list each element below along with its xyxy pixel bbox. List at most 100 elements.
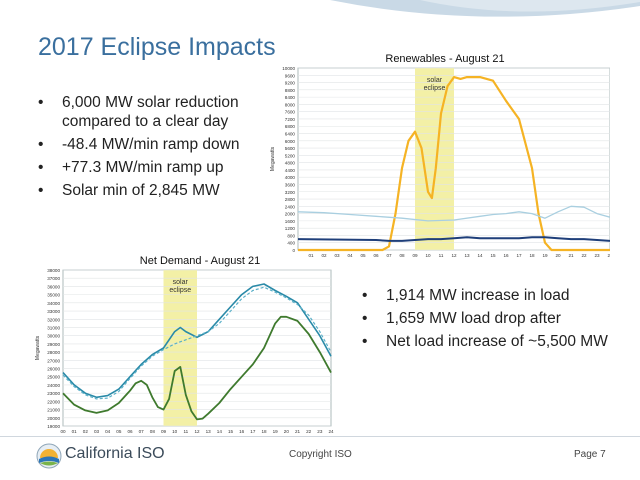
logo-text: California ISO (65, 445, 165, 462)
y-tick-label: 29000 (47, 342, 60, 347)
y-tick-label: 35000 (47, 293, 60, 298)
y-tick-label: 7200 (285, 117, 296, 122)
eclipse-band (415, 68, 454, 250)
x-tick-label: 18 (529, 253, 535, 258)
y-tick-label: 25000 (47, 375, 60, 380)
y-tick-label: 34000 (47, 301, 60, 306)
header-swoosh-shadow (420, 0, 640, 12)
x-tick-label: 12 (194, 429, 200, 434)
x-tick-label: 19 (273, 429, 279, 434)
y-tick-label: 22000 (47, 399, 60, 404)
y-tick-label: 30000 (47, 334, 60, 339)
x-tick-label: 20 (284, 429, 290, 434)
y-axis-label: Megawatts (35, 335, 41, 360)
y-tick-label: 26000 (47, 367, 60, 372)
y-tick-label: 400 (287, 241, 295, 246)
y-tick-label: 23000 (47, 391, 60, 396)
x-tick-label: 16 (503, 253, 509, 258)
x-tick-label: 22 (581, 253, 587, 258)
y-tick-label: 7600 (285, 110, 296, 115)
logo-sun (40, 449, 58, 458)
x-tick-label: 14 (477, 253, 483, 258)
series-line-load (62, 283, 332, 399)
x-tick-label: 06 (127, 429, 133, 434)
y-tick-label: 0 (292, 248, 295, 253)
x-tick-label: 08 (399, 253, 405, 258)
y-tick-label: 31000 (47, 325, 60, 330)
x-tick-label: 13 (464, 253, 470, 258)
x-tick-label: 24 (607, 253, 610, 258)
y-tick-label: 4400 (285, 168, 296, 173)
y-tick-label: 8000 (285, 102, 296, 107)
x-tick-label: 02 (321, 253, 327, 258)
y-tick-label: 800 (287, 233, 295, 238)
y-tick-label: 27000 (47, 358, 60, 363)
y-tick-label: 19000 (47, 424, 60, 429)
x-tick-label: 23 (317, 429, 323, 434)
renewables-chart-title: Renewables - August 21 (385, 53, 505, 65)
x-tick-label: 06 (373, 253, 379, 258)
x-tick-label: 15 (228, 429, 234, 434)
y-tick-label: 8400 (285, 95, 296, 100)
x-tick-label: 11 (183, 429, 188, 434)
x-tick-label: 10 (172, 429, 178, 434)
x-tick-label: 04 (105, 429, 111, 434)
footer-divider (0, 436, 640, 437)
bullets-right: 1,914 MW increase in load 1,659 MW load … (360, 286, 620, 355)
logo-wave-green (40, 461, 58, 466)
y-tick-label: 36000 (47, 284, 60, 289)
y-tick-label: 2000 (285, 212, 296, 217)
net-demand-chart: 19000 20000 21000 22000 23000 24000 25000 26000… (35, 268, 334, 434)
slide-title: 2017 Eclipse Impacts (38, 33, 276, 61)
x-tick-label: 18 (261, 429, 267, 434)
x-tick-label: 03 (334, 253, 340, 258)
series-line-net-demand (62, 315, 332, 421)
logo-wave-blue (39, 456, 59, 463)
bullet-item: Solar min of 2,845 MW (36, 181, 271, 200)
y-tick-label: 6400 (285, 132, 296, 137)
y-tick-label: 10000 (282, 66, 295, 71)
x-tick-label: 08 (150, 429, 156, 434)
copyright-text: Copyright ISO (289, 449, 352, 460)
bullet-item: 6,000 MW solar reduction compared to a c… (36, 93, 271, 131)
x-tick-label: 17 (516, 253, 522, 258)
annotation-solar-eclipse: eclipse (169, 287, 191, 294)
y-tick-label: 1600 (285, 219, 296, 224)
header-swoosh (330, 0, 640, 17)
y-tick-label: 1200 (285, 226, 296, 231)
x-tick-label: 22 (306, 429, 312, 434)
y-tick-label: 2400 (285, 204, 296, 209)
y-tick-label: 38000 (47, 268, 60, 273)
y-tick-label: 21000 (47, 408, 60, 413)
annotation-solar-eclipse: solar (427, 77, 443, 84)
x-tick-label: 09 (412, 253, 418, 258)
y-tick-label: 5600 (285, 146, 296, 151)
series-line-wind (297, 236, 610, 242)
x-tick-label: 03 (94, 429, 100, 434)
x-tick-label: 05 (116, 429, 122, 434)
x-tick-label: 11 (439, 253, 444, 258)
y-tick-label: 37000 (47, 276, 60, 281)
footer-divider-line (0, 436, 640, 437)
y-tick-label: 9200 (285, 81, 296, 86)
x-tick-label: 21 (295, 429, 301, 434)
x-tick-label: 14 (217, 429, 223, 434)
x-tick-label: 05 (360, 253, 366, 258)
renewables-chart: 0 400 800 1200 1600 2000 2400 2800 3200 3600 4000 4… (270, 66, 610, 258)
y-tick-label: 20000 (47, 416, 60, 421)
x-tick-label: 01 (72, 429, 78, 434)
x-tick-label: 21 (568, 253, 574, 258)
x-tick-label: 01 (308, 253, 314, 258)
x-tick-label: 12 (451, 253, 457, 258)
y-tick-label: 4000 (285, 175, 296, 180)
x-tick-label: 09 (161, 429, 167, 434)
y-tick-label: 3600 (285, 182, 296, 187)
y-tick-label: 3200 (285, 190, 296, 195)
bullet-item: Net load increase of ~5,500 MW (360, 332, 620, 351)
y-tick-label: 6800 (285, 124, 296, 129)
bullet-item: 1,659 MW load drop after (360, 309, 620, 328)
x-tick-label: 02 (83, 429, 89, 434)
y-tick-label: 33000 (47, 309, 60, 314)
y-tick-label: 6000 (285, 139, 296, 144)
series-line-other (297, 205, 610, 222)
